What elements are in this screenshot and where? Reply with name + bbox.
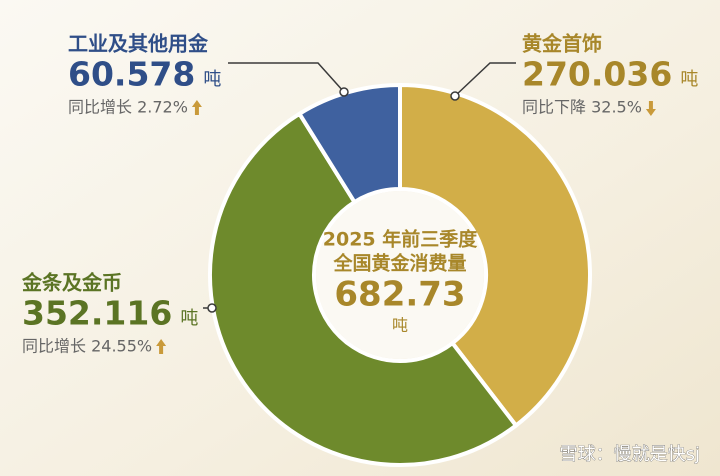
value-label: 60.578 bbox=[68, 55, 195, 94]
change-arrow bbox=[645, 101, 656, 116]
change-arrow bbox=[191, 100, 202, 115]
unit-label: 吨 bbox=[203, 69, 221, 90]
center-title: 2025 年前三季度 bbox=[323, 228, 478, 251]
watermark: 雪球：慢就是快sj bbox=[560, 444, 700, 465]
total-unit: 吨 bbox=[392, 316, 408, 335]
category-label: 黄金首饰 bbox=[522, 32, 602, 56]
donut bbox=[208, 82, 592, 467]
donut-segment bbox=[296, 82, 402, 205]
value-label: 352.116 bbox=[22, 294, 172, 333]
center-label: 2025 年前三季度 全国黄金消费量 682.73 吨 bbox=[323, 228, 478, 335]
category-label: 工业及其他用金 bbox=[68, 32, 209, 56]
center-title: 全国黄金消费量 bbox=[332, 252, 466, 275]
leader-dot bbox=[207, 303, 217, 313]
donut-segment bbox=[398, 82, 592, 429]
leader-line bbox=[454, 62, 516, 97]
change-label: 同比下降 32.5% bbox=[522, 98, 642, 117]
change-label: 同比增长 24.55% bbox=[22, 337, 152, 356]
total-value: 682.73 bbox=[334, 275, 465, 315]
value-label: 270.036 bbox=[522, 55, 672, 94]
unit-label: 吨 bbox=[180, 308, 198, 329]
donut-hole bbox=[316, 191, 484, 359]
change-label: 同比增长 2.72% bbox=[68, 98, 188, 117]
change-arrow bbox=[156, 339, 167, 354]
leader-dot bbox=[450, 91, 460, 101]
category-label: 金条及金币 bbox=[21, 271, 122, 295]
leader-line bbox=[228, 62, 345, 93]
donut-segment bbox=[208, 111, 519, 467]
unit-label: 吨 bbox=[680, 69, 698, 90]
leader-dot bbox=[339, 87, 349, 97]
